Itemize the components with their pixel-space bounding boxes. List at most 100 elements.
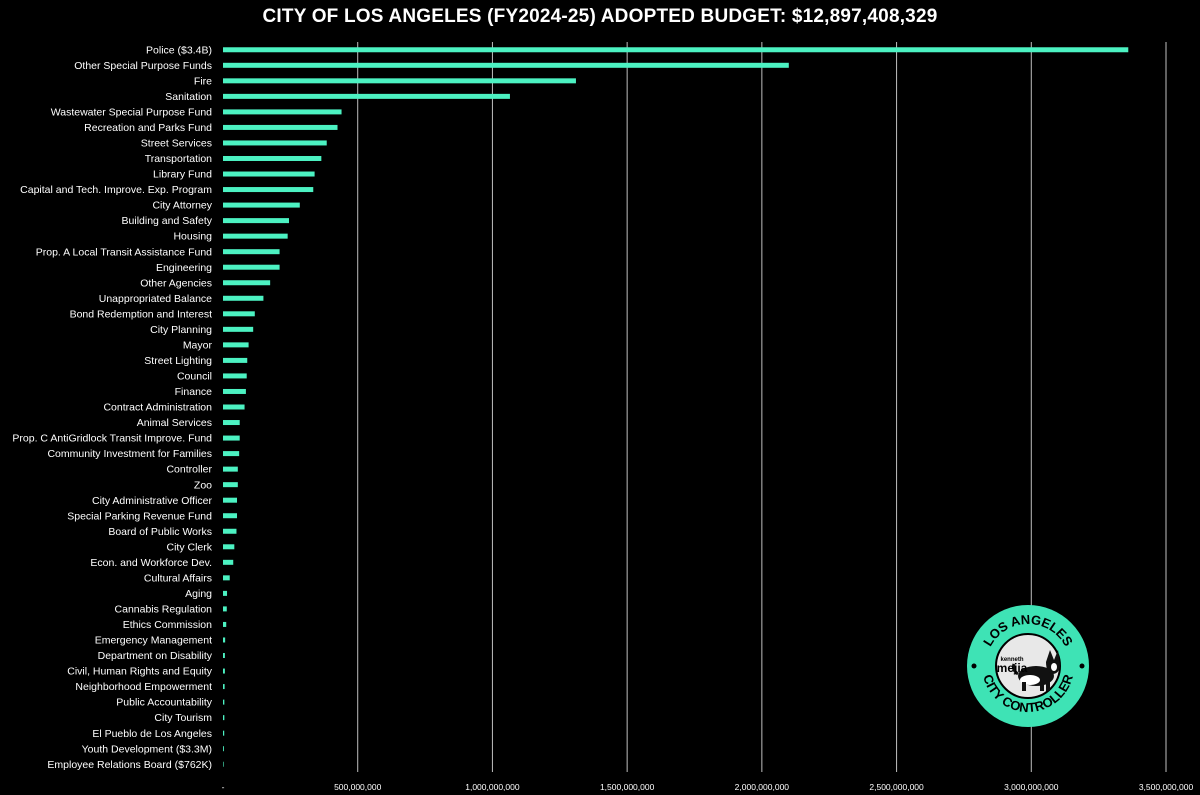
category-label: Wastewater Special Purpose Fund — [51, 106, 212, 118]
bar — [223, 513, 238, 519]
category-label: City Planning — [150, 324, 212, 336]
category-label: Unappropriated Balance — [99, 293, 212, 305]
x-tick-label: 3,500,000,000 — [1139, 782, 1194, 792]
category-label: Board of Public Works — [108, 526, 212, 538]
category-label: Cannabis Regulation — [115, 604, 213, 616]
bar — [223, 342, 249, 348]
bar — [223, 233, 288, 239]
category-label: Cultural Affairs — [144, 572, 212, 584]
bar — [223, 730, 225, 736]
bar — [223, 404, 245, 410]
category-label: Finance — [175, 386, 213, 398]
x-tick-label: 500,000,000 — [334, 782, 382, 792]
bar — [223, 109, 342, 115]
x-tick-label: 2,000,000,000 — [735, 782, 790, 792]
city-controller-logo: LOS ANGELES CITY CONTROLLER kenneth meji… — [967, 605, 1089, 727]
bar — [223, 93, 510, 99]
category-label: Econ. and Workforce Dev. — [90, 557, 212, 569]
bar — [223, 699, 225, 705]
bar — [223, 264, 280, 270]
category-label: Building and Safety — [122, 215, 213, 227]
logo-name-large: mejia — [997, 661, 1028, 675]
category-label: Aging — [185, 588, 212, 600]
bar — [223, 559, 234, 565]
bar — [223, 606, 227, 612]
category-label: Engineering — [156, 262, 212, 274]
category-label: Controller — [166, 464, 212, 476]
bar — [223, 373, 247, 379]
category-label: Zoo — [194, 479, 212, 491]
category-label: Street Lighting — [144, 355, 212, 367]
category-label: Neighborhood Empowerment — [75, 681, 212, 693]
bar — [223, 47, 1129, 53]
bar — [223, 528, 237, 534]
category-label: Contract Administration — [103, 402, 212, 414]
bar — [223, 497, 238, 503]
bar — [223, 124, 338, 130]
category-label: Youth Development ($3.3M) — [82, 743, 212, 755]
bar — [223, 280, 271, 286]
bars — [223, 47, 1129, 767]
bar — [223, 715, 225, 721]
category-label: Emergency Management — [95, 635, 212, 647]
category-label: Community Investment for Families — [47, 448, 212, 460]
category-label: City Clerk — [166, 541, 212, 553]
category-label: City Tourism — [154, 712, 212, 724]
x-tick-label: 2,500,000,000 — [869, 782, 924, 792]
logo-dot-right — [1079, 663, 1085, 669]
bar — [223, 140, 327, 146]
bar — [223, 482, 238, 488]
category-label: Other Special Purpose Funds — [74, 60, 212, 72]
bar — [223, 466, 238, 472]
bar — [223, 653, 225, 659]
bar — [223, 62, 789, 68]
category-label: Mayor — [183, 339, 213, 351]
category-label: Public Accountability — [116, 697, 212, 709]
bar — [223, 202, 300, 208]
category-label: Street Services — [141, 138, 212, 150]
bar — [223, 218, 290, 224]
category-label: Sanitation — [165, 91, 212, 103]
bar — [223, 575, 230, 581]
bar — [223, 746, 224, 752]
bar — [223, 388, 246, 394]
x-tick-label: - — [222, 782, 225, 792]
bar — [223, 684, 225, 690]
category-label: Library Fund — [153, 169, 212, 181]
category-label: City Administrative Officer — [92, 495, 213, 507]
bar — [223, 155, 322, 161]
logo-name-small: kenneth — [1000, 657, 1023, 663]
bar — [223, 187, 314, 193]
bar — [223, 761, 224, 767]
x-tick-label: 3,000,000,000 — [1004, 782, 1059, 792]
gridlines — [357, 42, 1167, 772]
bar — [223, 668, 225, 674]
bar — [223, 621, 227, 627]
category-label: Prop. A Local Transit Assistance Fund — [36, 246, 212, 258]
category-label: Transportation — [145, 153, 212, 165]
category-label: Recreation and Parks Fund — [84, 122, 212, 134]
bar — [223, 435, 240, 441]
bar — [223, 420, 240, 426]
category-label: Animal Services — [137, 417, 212, 429]
bar — [223, 590, 228, 596]
category-label: City Attorney — [152, 200, 212, 212]
category-label: Department on Disability — [98, 650, 213, 662]
category-label: Other Agencies — [140, 277, 212, 289]
category-label: Bond Redemption and Interest — [70, 308, 213, 320]
bar — [223, 637, 226, 643]
x-tick-labels: - 500,000,000 1,000,000,000 1,500,000,000 2,… — [222, 782, 1194, 792]
category-label: Special Parking Revenue Fund — [67, 510, 212, 522]
bar — [223, 326, 254, 332]
category-label: Police ($3.4B) — [146, 44, 212, 56]
x-tick-label: 1,000,000,000 — [465, 782, 520, 792]
bar — [223, 249, 280, 255]
bar — [223, 311, 255, 317]
bar — [223, 357, 248, 363]
bar — [223, 171, 315, 177]
bar — [223, 295, 264, 301]
category-label: Prop. C AntiGridlock Transit Improve. Fu… — [12, 433, 212, 445]
category-label: Housing — [173, 231, 212, 243]
bar — [223, 544, 235, 550]
